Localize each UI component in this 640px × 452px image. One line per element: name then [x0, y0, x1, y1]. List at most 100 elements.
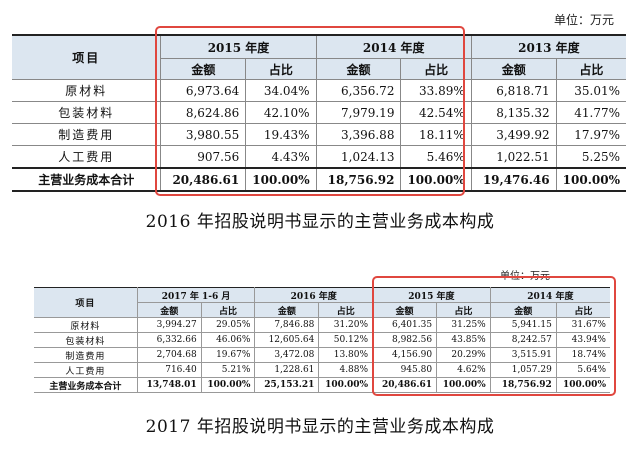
row-label: 制造费用 — [12, 123, 162, 146]
item-header: 项目 — [34, 287, 138, 318]
ratio-header: 占比 — [318, 302, 374, 318]
caption-2017: 2017 年招股说明书显示的主营业务成本构成 — [145, 417, 495, 437]
amount-header: 金额 — [137, 302, 202, 318]
cell: 18,756.92 — [490, 377, 557, 393]
cell: 18,756.92 — [316, 167, 402, 192]
cell: 100.00% — [318, 377, 374, 393]
cell: 5.46% — [400, 145, 472, 169]
cell: 18.11% — [400, 123, 472, 146]
cell: 4,156.90 — [372, 347, 438, 363]
year-header: 2015 年度 — [160, 35, 317, 59]
row-label: 包装材料 — [34, 332, 138, 348]
cell: 8,982.56 — [372, 332, 438, 348]
table-row: 原材料 3,994.27 29.05% 7,846.88 31.20% 6,40… — [34, 317, 610, 333]
highlight-box — [155, 26, 465, 196]
cell: 35.01% — [556, 79, 626, 102]
cell: 4.43% — [245, 145, 317, 169]
cell: 6,973.64 — [160, 79, 247, 102]
cell: 8,242.57 — [490, 332, 557, 348]
cell: 6,818.71 — [471, 79, 557, 102]
cell: 100.00% — [201, 377, 256, 393]
cell: 19.43% — [245, 123, 317, 146]
cell: 8,135.32 — [471, 101, 557, 124]
row-label: 制造费用 — [34, 347, 138, 363]
amount-header: 金额 — [160, 58, 247, 80]
cell: 31.20% — [318, 317, 374, 333]
cell: 6,401.35 — [372, 317, 438, 333]
cell: 100.00% — [400, 167, 472, 192]
cell: 4.88% — [318, 362, 374, 378]
cell: 18.74% — [556, 347, 610, 363]
cell: 42.10% — [245, 101, 317, 124]
cell: 25,153.21 — [254, 377, 320, 393]
cell: 41.77% — [556, 101, 626, 124]
table-row: 制造费用 2,704.68 19.67% 3,472.08 13.80% 4,1… — [34, 347, 610, 363]
year-header: 2013 年度 — [471, 35, 626, 59]
cell: 8,624.86 — [160, 101, 247, 124]
cell: 43.94% — [556, 332, 610, 348]
cell: 20,486.61 — [160, 167, 247, 192]
cost-table-2017: 项目 2017 年 1-6 月 2016 年度 2015 年度 2014 年度 … — [34, 287, 610, 393]
cell: 43.85% — [436, 332, 491, 348]
table-row: 原材料 6,973.64 34.04% 6,356.72 33.89% 6,81… — [12, 79, 626, 102]
amount-header: 金额 — [490, 302, 557, 318]
cell: 29.05% — [201, 317, 256, 333]
row-label: 人工费用 — [12, 145, 162, 169]
cell: 716.40 — [137, 362, 202, 378]
cell: 42.54% — [400, 101, 472, 124]
total-row: 主营业务成本合计 20,486.61 100.00% 18,756.92 100… — [12, 167, 626, 192]
item-header: 项目 — [12, 35, 162, 80]
cell: 20.29% — [436, 347, 491, 363]
cell: 100.00% — [556, 377, 610, 393]
cell: 100.00% — [556, 167, 626, 192]
cell: 31.67% — [556, 317, 610, 333]
cell: 100.00% — [436, 377, 491, 393]
table-row: 制造费用 3,980.55 19.43% 3,396.88 18.11% 3,4… — [12, 123, 626, 146]
row-label: 人工费用 — [34, 362, 138, 378]
row-label: 主营业务成本合计 — [12, 167, 162, 192]
cell: 1,228.61 — [254, 362, 320, 378]
highlight-box — [372, 276, 616, 396]
ratio-header: 占比 — [400, 58, 472, 80]
cell: 3,499.92 — [471, 123, 557, 146]
caption-2016: 2016 年招股说明书显示的主营业务成本构成 — [145, 212, 495, 232]
cell: 19.67% — [201, 347, 256, 363]
ratio-header: 占比 — [245, 58, 317, 80]
cell: 6,356.72 — [316, 79, 402, 102]
cell: 3,994.27 — [137, 317, 202, 333]
cell: 3,515.91 — [490, 347, 557, 363]
row-label: 原材料 — [34, 317, 138, 333]
cell: 33.89% — [400, 79, 472, 102]
ratio-header: 占比 — [436, 302, 491, 318]
cell: 13,748.01 — [137, 377, 202, 393]
cell: 5.21% — [201, 362, 256, 378]
cell: 5,941.15 — [490, 317, 557, 333]
table-row: 人工费用 907.56 4.43% 1,024.13 5.46% 1,022.5… — [12, 145, 626, 169]
row-label: 包装材料 — [12, 101, 162, 124]
cell: 31.25% — [436, 317, 491, 333]
year-header: 2014 年度 — [490, 287, 610, 303]
cell: 1,024.13 — [316, 145, 402, 169]
cell: 3,472.08 — [254, 347, 320, 363]
cell: 34.04% — [245, 79, 317, 102]
table-row: 包装材料 8,624.86 42.10% 7,979.19 42.54% 8,1… — [12, 101, 626, 124]
amount-header: 金额 — [254, 302, 320, 318]
amount-header: 金额 — [372, 302, 438, 318]
total-row: 主营业务成本合计 13,748.01 100.00% 25,153.21 100… — [34, 377, 610, 393]
amount-header: 金额 — [316, 58, 402, 80]
year-header: 2017 年 1-6 月 — [137, 287, 256, 303]
table-row: 包装材料 6,332.66 46.06% 12,605.64 50.12% 8,… — [34, 332, 610, 348]
ratio-header: 占比 — [556, 58, 626, 80]
cell: 5.25% — [556, 145, 626, 169]
cell: 2,704.68 — [137, 347, 202, 363]
cell: 12,605.64 — [254, 332, 320, 348]
cell: 7,846.88 — [254, 317, 320, 333]
cell: 20,486.61 — [372, 377, 438, 393]
cell: 1,022.51 — [471, 145, 557, 169]
amount-header: 金额 — [471, 58, 557, 80]
year-header: 2016 年度 — [254, 287, 374, 303]
cell: 100.00% — [245, 167, 317, 192]
unit-label-1: 单位：万元 — [553, 13, 614, 27]
cell: 3,396.88 — [316, 123, 402, 146]
year-header: 2015 年度 — [372, 287, 491, 303]
